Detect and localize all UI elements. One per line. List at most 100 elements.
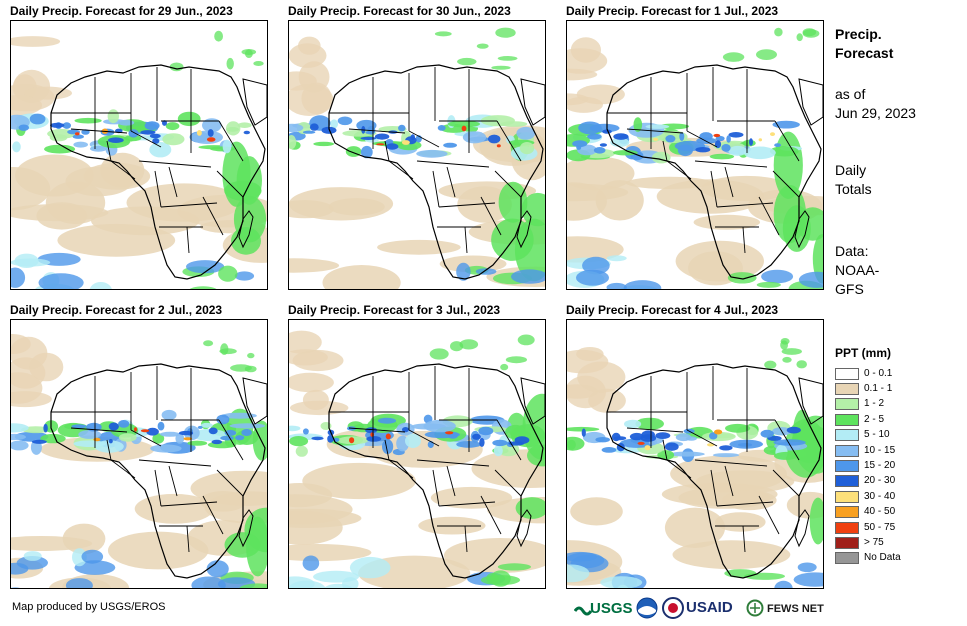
precip-area <box>216 414 230 425</box>
panel-title: Daily Precip. Forecast for 4 Jul., 2023 <box>566 303 779 317</box>
precip-area <box>190 130 223 144</box>
legend-item: 50 - 75 <box>835 520 960 535</box>
country-border <box>774 419 800 461</box>
precip-area <box>200 422 213 428</box>
precip-area <box>149 133 161 139</box>
country-border <box>348 128 406 134</box>
legend-label: 20 - 30 <box>864 475 896 487</box>
country-border <box>666 459 692 479</box>
precip-area <box>11 440 29 451</box>
panel-title: Daily Precip. Forecast for 1 Jul., 2023 <box>566 4 779 18</box>
precip-area <box>289 425 301 432</box>
usaid-logo: USAID <box>685 597 745 619</box>
precip-area <box>239 583 267 588</box>
usaid-seal-icon <box>662 597 684 619</box>
precip-area <box>327 435 334 443</box>
precip-area <box>517 334 535 346</box>
country-border <box>496 120 522 162</box>
legend-swatch <box>835 552 859 565</box>
legend-label: 0.1 - 1 <box>864 383 893 395</box>
precip-area <box>247 352 255 359</box>
precip-area <box>796 360 807 369</box>
precip-area <box>577 144 597 156</box>
country-border <box>416 459 490 467</box>
precip-area <box>459 339 479 350</box>
precip-area <box>177 111 201 127</box>
precip-area <box>289 580 326 588</box>
arabia-outline <box>520 377 545 425</box>
precip-area <box>578 121 602 135</box>
precip-legend: PPT (mm) 0 - 0.1 0.1 - 1 1 - 2 2 - 5 5 - 10 1… <box>835 346 960 566</box>
precip-area <box>289 330 322 354</box>
precip-area <box>302 555 320 571</box>
precip-area <box>496 144 501 148</box>
legend-item: 0 - 0.1 <box>835 366 960 381</box>
panel-title: Daily Precip. Forecast for 30 Jun., 2023 <box>288 4 511 18</box>
data-source: Data: NOAA- GFS <box>835 242 879 299</box>
precip-area <box>693 214 760 230</box>
country-border <box>388 160 414 180</box>
precip-area <box>665 135 676 143</box>
data-source-line3: GFS <box>835 281 864 297</box>
africa-map <box>11 320 267 588</box>
as-of-value: Jun 29, 2023 <box>835 105 916 121</box>
precip-area <box>602 129 612 134</box>
precip-area <box>73 440 106 447</box>
precip-area <box>728 145 747 156</box>
precip-area <box>226 57 234 70</box>
precip-area <box>360 136 377 140</box>
precip-area <box>152 433 165 444</box>
legend-rows: 0 - 0.1 0.1 - 1 1 - 2 2 - 5 5 - 10 10 - 15 15 … <box>835 366 960 566</box>
precip-area <box>23 86 72 100</box>
precip-area <box>11 334 31 354</box>
precip-area <box>476 43 489 49</box>
precip-area <box>713 133 721 138</box>
panel-title: Daily Precip. Forecast for 3 Jul., 2023 <box>288 303 501 317</box>
legend-swatch <box>835 490 859 503</box>
precip-area <box>140 429 150 433</box>
precip-area <box>606 255 627 262</box>
precip-area <box>289 372 334 393</box>
precip-area <box>478 426 494 436</box>
precip-area <box>480 115 515 127</box>
usaid-wordmark: USAID <box>686 599 733 616</box>
precip-area <box>349 556 391 579</box>
country-border <box>168 166 178 198</box>
precip-area <box>206 137 216 142</box>
country-border <box>186 525 190 553</box>
precip-area <box>782 356 792 363</box>
sidebar-title-line2: Forecast <box>835 45 894 61</box>
precip-area <box>672 540 791 570</box>
legend-item: > 75 <box>835 535 960 550</box>
precip-area <box>606 282 627 289</box>
panel-title: Daily Precip. Forecast for 29 Jun., 2023 <box>10 4 233 18</box>
country-border <box>446 166 456 198</box>
legend-label: 50 - 75 <box>864 521 896 533</box>
legend-swatch <box>835 475 859 488</box>
precip-area <box>62 122 71 129</box>
precip-area <box>134 427 137 432</box>
precip-area <box>40 433 66 444</box>
usgs-wordmark: USGS <box>590 600 632 617</box>
precip-area <box>386 143 399 150</box>
precip-area <box>302 130 316 134</box>
legend-swatch <box>835 429 859 442</box>
precip-area <box>756 49 777 60</box>
africa-map <box>289 21 545 289</box>
precip-area <box>756 281 781 288</box>
precip-area <box>289 494 353 525</box>
precip-area <box>81 549 104 564</box>
legend-label: 30 - 40 <box>864 490 896 502</box>
precip-area <box>289 83 334 116</box>
madagascar-outline <box>794 210 810 249</box>
precip-area <box>44 144 76 154</box>
country-border <box>694 160 768 168</box>
precip-area <box>709 153 735 160</box>
precip-area <box>165 122 180 131</box>
precip-area <box>712 453 740 458</box>
precip-area <box>613 133 629 140</box>
precip-area <box>758 138 762 142</box>
precip-area <box>196 130 202 136</box>
precip-area <box>118 420 130 428</box>
precip-map <box>288 20 546 290</box>
